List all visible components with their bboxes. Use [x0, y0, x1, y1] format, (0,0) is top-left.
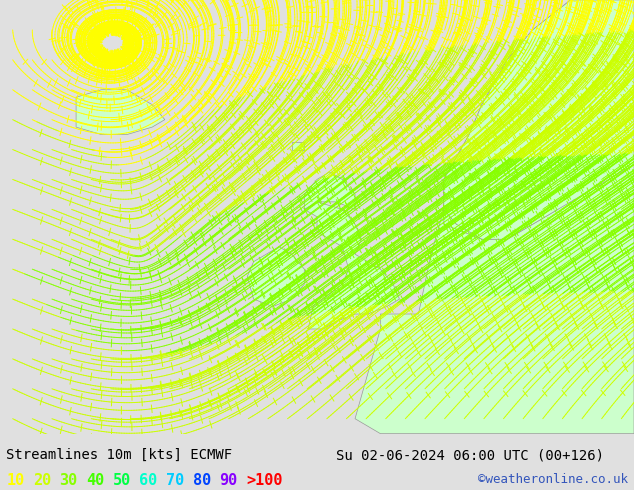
Polygon shape [355, 0, 634, 434]
Polygon shape [444, 0, 634, 239]
Polygon shape [247, 247, 304, 307]
Text: >100: >100 [246, 473, 283, 488]
Text: Streamlines 10m [kts] ECMWF: Streamlines 10m [kts] ECMWF [6, 448, 233, 463]
Text: 70: 70 [166, 473, 184, 488]
Text: 10: 10 [6, 473, 25, 488]
Text: 40: 40 [86, 473, 105, 488]
Polygon shape [304, 172, 355, 209]
Polygon shape [76, 90, 165, 135]
Text: Su 02-06-2024 06:00 UTC (00+126): Su 02-06-2024 06:00 UTC (00+126) [336, 448, 604, 463]
Text: 60: 60 [139, 473, 158, 488]
Polygon shape [292, 142, 304, 149]
Text: 20: 20 [33, 473, 51, 488]
Text: ©weatheronline.co.uk: ©weatheronline.co.uk [477, 473, 628, 486]
Polygon shape [304, 202, 399, 329]
Text: 80: 80 [193, 473, 211, 488]
Text: 50: 50 [113, 473, 131, 488]
Text: 30: 30 [60, 473, 78, 488]
Text: 90: 90 [219, 473, 238, 488]
